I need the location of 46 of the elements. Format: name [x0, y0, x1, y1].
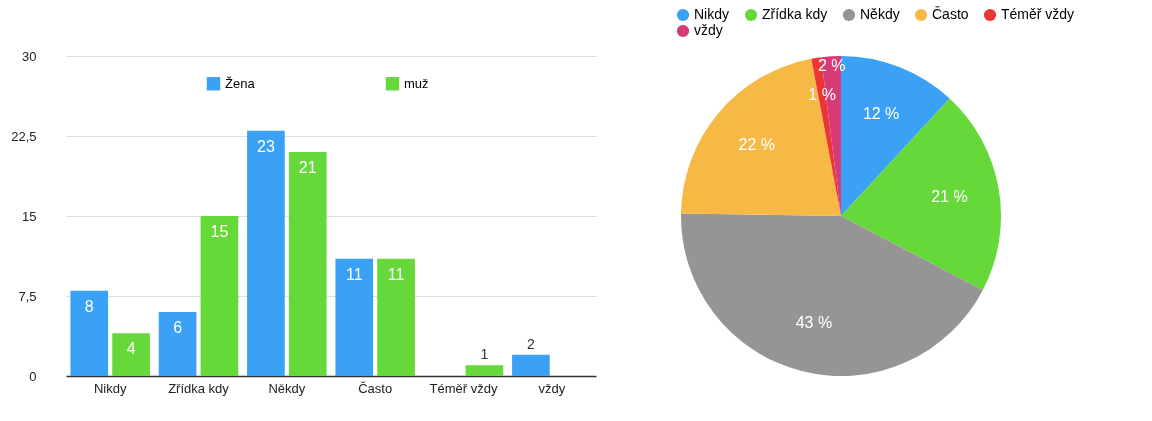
pie-slice [681, 213, 983, 376]
bar [70, 290, 109, 376]
x-tick-label: Často [358, 380, 393, 396]
y-tick-label: 7,5 [18, 288, 37, 304]
y-tick-label: 22,5 [11, 128, 37, 144]
data-label: 4 [126, 340, 136, 358]
x-tick-label: Někdy [268, 380, 306, 396]
bar [112, 333, 150, 376]
x-tick-label: Téměř vždy [429, 380, 498, 396]
legend-label: vždy [694, 22, 723, 38]
data-label: 8 [84, 297, 94, 315]
legend-label: Zřídka kdy [762, 6, 828, 22]
bar [512, 354, 550, 376]
legend-label: Často [932, 6, 969, 22]
data-label: 11 [345, 265, 363, 283]
x-tick-label: vždy [538, 380, 566, 396]
legend-label: Žena [225, 75, 256, 91]
y-tick-label: 0 [29, 368, 37, 384]
legend-label: Téměř vždy [1001, 6, 1075, 22]
data-label: 1 [480, 346, 489, 363]
bar [247, 130, 285, 376]
data-label: 21 % [931, 188, 968, 206]
data-label: 22 % [738, 136, 776, 154]
data-label: 12 % [862, 104, 900, 122]
data-label: 11 [387, 265, 405, 283]
data-label: 21 [298, 159, 317, 176]
bar [377, 258, 415, 376]
data-label: 1 % [808, 86, 836, 104]
y-tick-label: 30 [22, 48, 37, 64]
x-tick-label: Zřídka kdy [168, 380, 230, 396]
legend-label: muž [404, 75, 429, 91]
x-tick-label: Nikdy [93, 380, 127, 396]
bar [465, 365, 504, 376]
legend-label: Nikdy [694, 6, 730, 22]
data-label: 23 [257, 137, 275, 155]
bar [288, 152, 327, 376]
legend-label: Někdy [860, 6, 900, 22]
data-label: 43 % [795, 313, 833, 331]
data-label: 15 [210, 223, 229, 240]
bar [335, 258, 374, 376]
data-label: 6 [173, 319, 183, 336]
data-label: 2 [527, 335, 536, 352]
pie-slice [841, 98, 1001, 291]
bar [158, 312, 197, 376]
y-tick-label: 15 [22, 208, 37, 224]
bar [200, 216, 239, 376]
